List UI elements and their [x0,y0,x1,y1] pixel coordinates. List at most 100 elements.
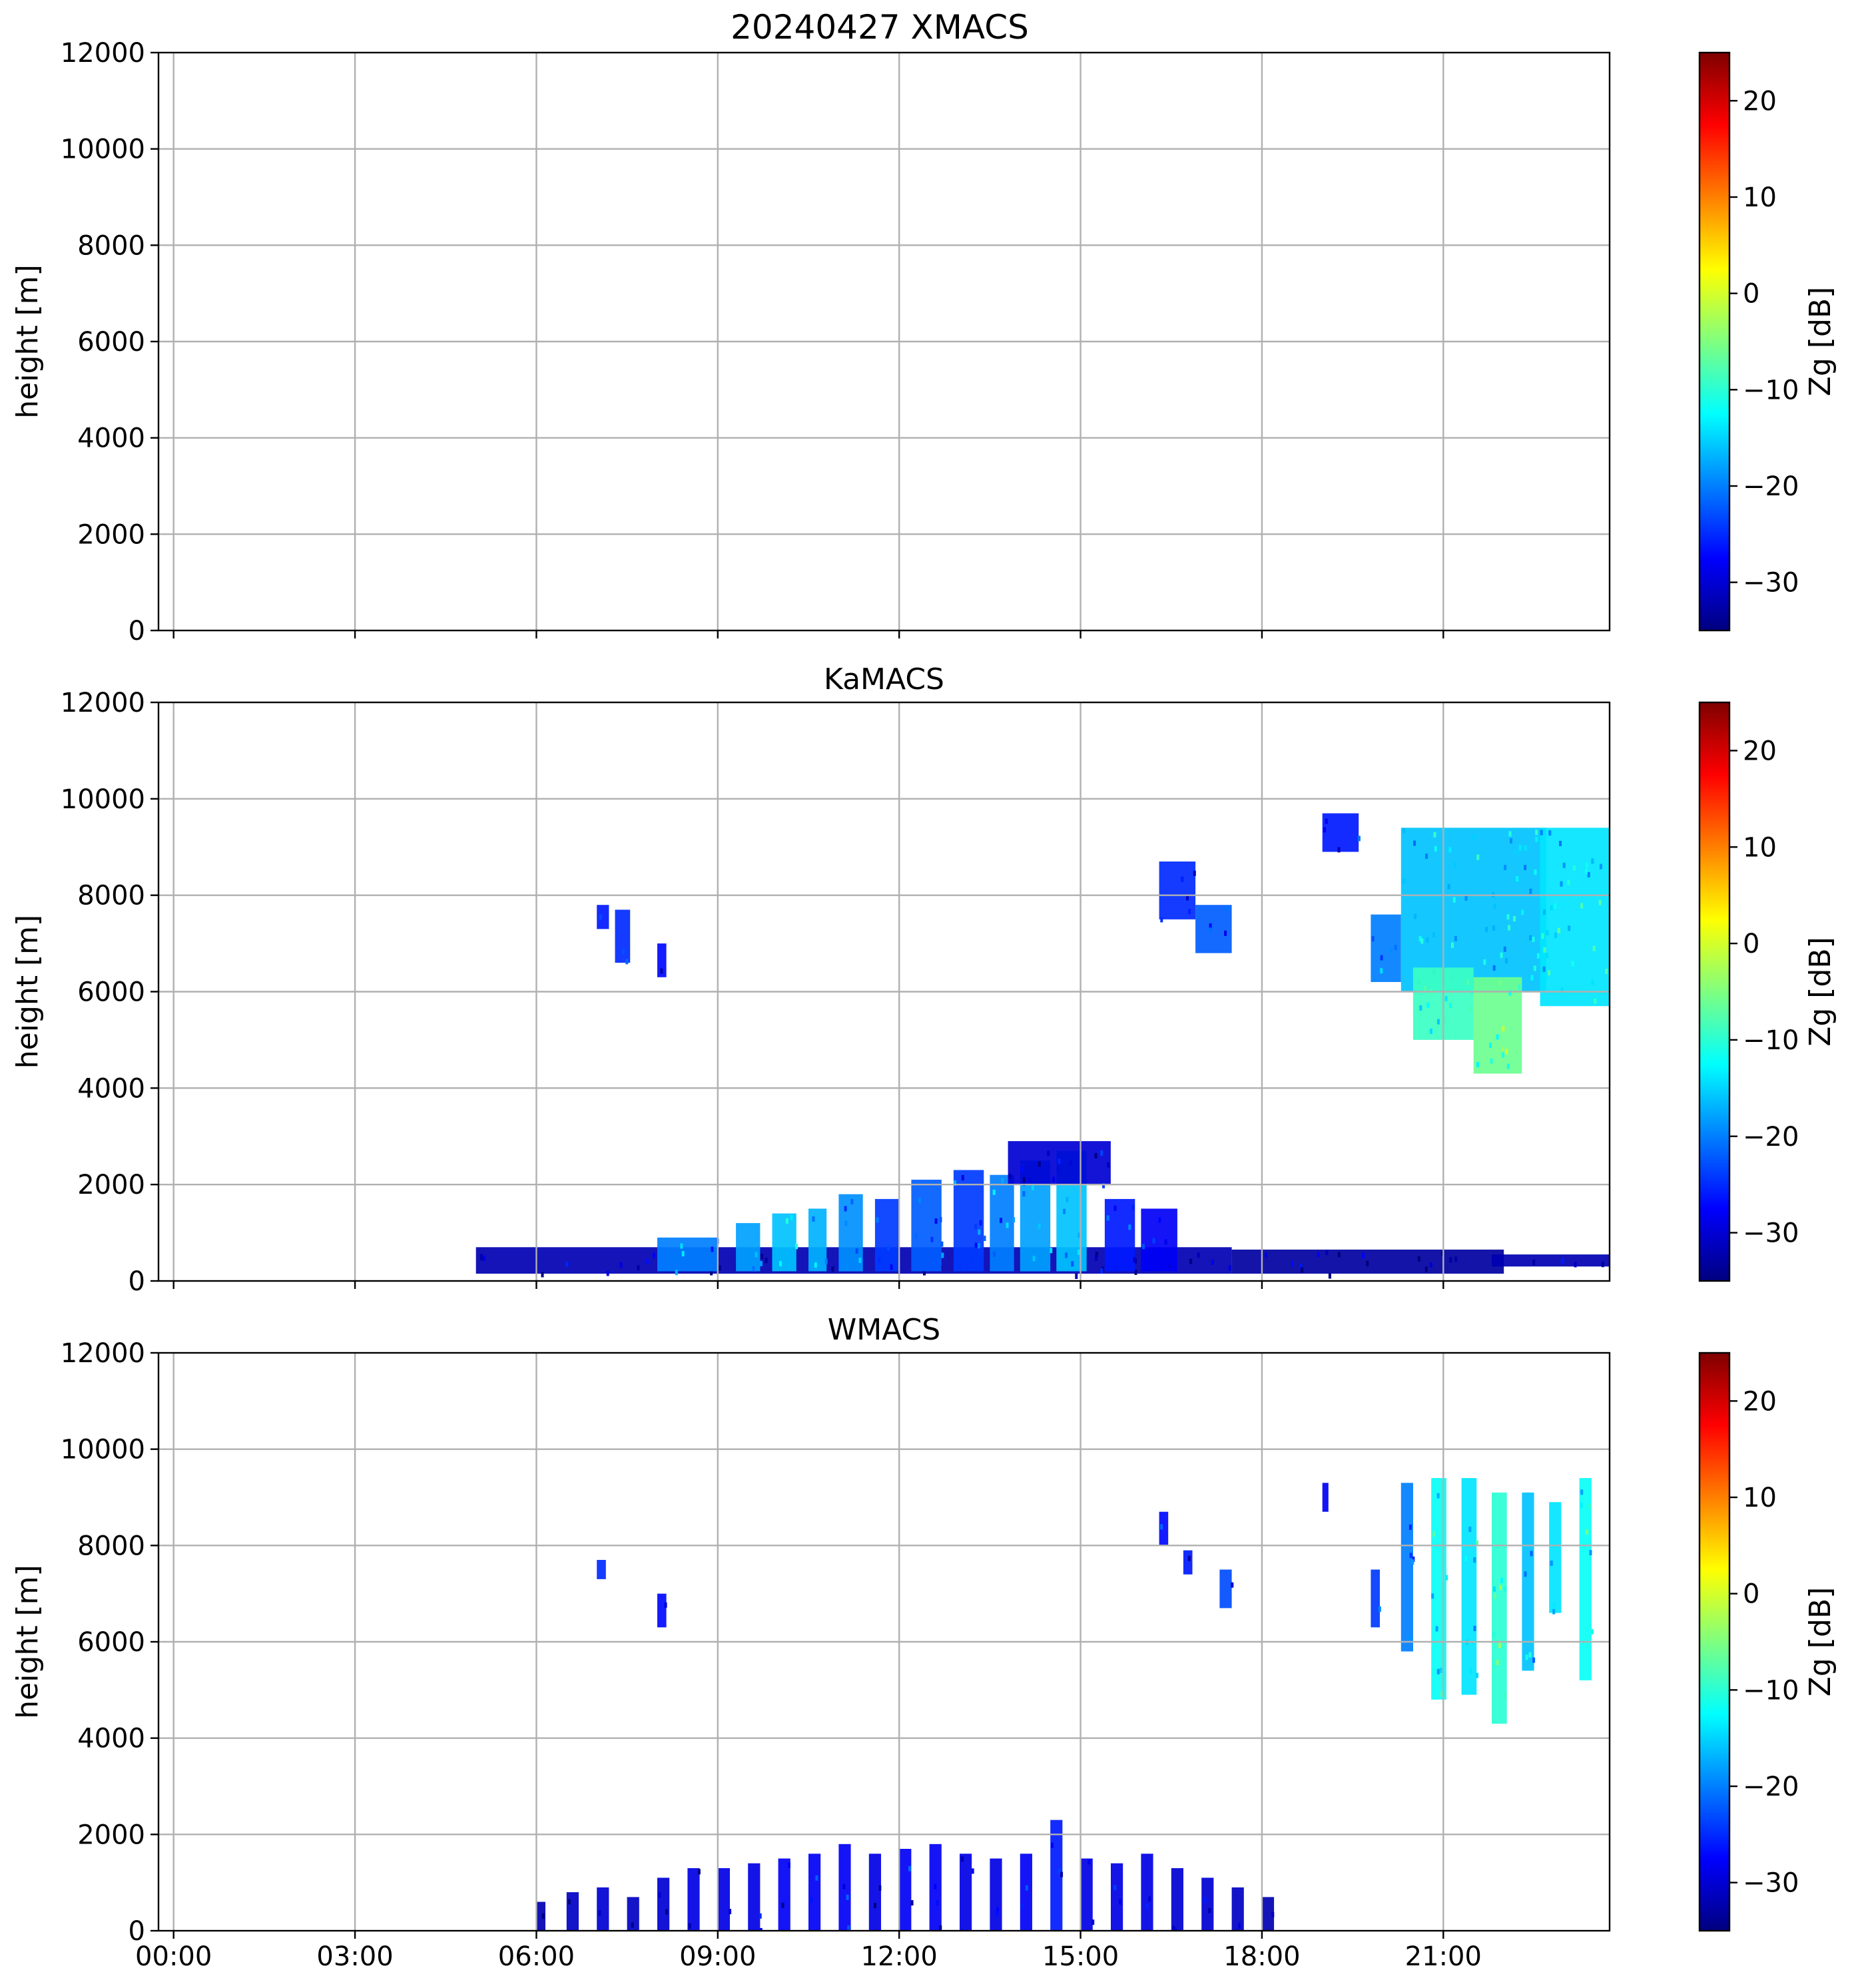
echo-speckle [660,968,663,974]
echo-speckle [1546,929,1549,935]
y-tick-label: 2000 [77,1820,145,1850]
echo-cell [657,1593,667,1628]
echo-speckle [1530,949,1532,955]
echo-speckle [1505,1049,1508,1055]
echo-speckle [785,1218,788,1224]
echo-speckle [1548,970,1551,976]
echo-speckle [1038,1223,1041,1229]
echo-speckle [1271,1911,1275,1917]
y-axis-label: height [m] [11,264,45,418]
echo-cell [687,1868,700,1931]
echo-cell [808,1854,821,1931]
colorbar-tick-label: 10 [1743,182,1777,213]
y-tick-label: 0 [129,616,145,646]
echo-cell [1159,1511,1169,1546]
echo-cell [1141,1854,1153,1931]
echo-speckle [1443,1017,1446,1023]
echo-speckle [1020,1166,1024,1172]
echo-speckle [1095,1255,1098,1261]
echo-cell [1322,813,1359,852]
echo-speckle [874,1903,876,1909]
echo-speckle [688,1923,691,1929]
echo-speckle [910,1900,914,1906]
echo-speckle [971,1868,974,1874]
colorbar-tick-label: −30 [1743,1868,1799,1899]
colorbar-tick-label: −20 [1743,1772,1799,1802]
echo-speckle [1524,1571,1527,1577]
echo-speckle [954,1180,957,1186]
echo-speckle [1440,1250,1444,1256]
x-tick-label: 21:00 [1405,1941,1482,1972]
echo-cell [1492,1492,1507,1724]
echo-speckle [1193,870,1196,876]
y-tick-label: 10000 [61,784,145,815]
echo-speckle [1148,1896,1151,1902]
echo-cell [1400,828,1546,992]
echo-speckle [1409,1553,1412,1559]
echo-speckle [1528,1652,1532,1658]
echo-speckle [1508,925,1510,931]
echo-speckle [1087,1859,1091,1865]
echo-speckle [1500,1577,1504,1583]
echo-speckle [752,1266,755,1272]
echo-speckle [1323,827,1327,833]
echo-speckle [1559,840,1562,846]
echo-speckle [810,1897,813,1903]
colorbar-tick-label: 0 [1743,1579,1759,1610]
echo-speckle [1452,897,1456,903]
echo-speckle [996,1911,999,1917]
echo-speckle [710,1270,713,1276]
echo-speckle [599,914,602,920]
echo-speckle [1095,1252,1098,1258]
echo-speckle [1228,1265,1231,1271]
echo-speckle [1414,913,1417,919]
echo-speckle [1231,1582,1234,1588]
panel-title: KaMACS [824,662,944,696]
echo-speckle [1571,961,1574,967]
colorbar-tick-label: 20 [1743,86,1777,117]
echo-speckle [665,1909,668,1915]
echo-speckle [1066,1196,1069,1202]
echo-speckle [1408,1524,1412,1530]
echo-speckle [1001,1178,1004,1184]
echo-speckle [814,1262,817,1268]
echo-speckle [974,1242,978,1248]
colorbar-tick-label: 10 [1743,832,1777,863]
echo-speckle [1524,865,1527,871]
echo-speckle [939,1216,942,1222]
echo-speckle [755,1252,758,1258]
echo-speckle [1301,1267,1304,1273]
echo-cell [1540,828,1610,1007]
echo-speckle [1534,870,1537,875]
echo-speckle [1454,935,1457,941]
echo-speckle [1119,1899,1122,1905]
echo-speckle [1500,1047,1504,1053]
echo-cell [868,1854,881,1931]
echo-cell [1261,1897,1275,1931]
echo-speckle [1337,1252,1341,1258]
echo-speckle [1380,968,1383,974]
echo-speckle [1299,1264,1303,1269]
echo-speckle [1435,1626,1438,1632]
echo-speckle [1424,1266,1428,1272]
echo-speckle [1432,1531,1436,1537]
echo-speckle [887,1245,890,1251]
echo-speckle [1561,1258,1564,1264]
echo-cell [1473,977,1522,1074]
echo-speckle [1543,909,1546,915]
echo-speckle [1493,1593,1496,1599]
echo-speckle [1557,927,1560,933]
echo-speckle [1505,958,1508,964]
echo-speckle [1160,917,1163,923]
echo-cell [1549,1502,1562,1613]
echo-speckle [1508,990,1512,996]
echo-speckle [1402,878,1405,884]
echo-cell [1461,1478,1477,1695]
echo-speckle [847,1925,850,1931]
echo-cell [615,909,631,963]
echo-speckle [598,1910,601,1916]
x-tick-label: 18:00 [1223,1941,1300,1972]
echo-speckle [1476,1062,1479,1068]
panel-title: WMACS [828,1313,940,1347]
echo-speckle [1051,1842,1054,1848]
